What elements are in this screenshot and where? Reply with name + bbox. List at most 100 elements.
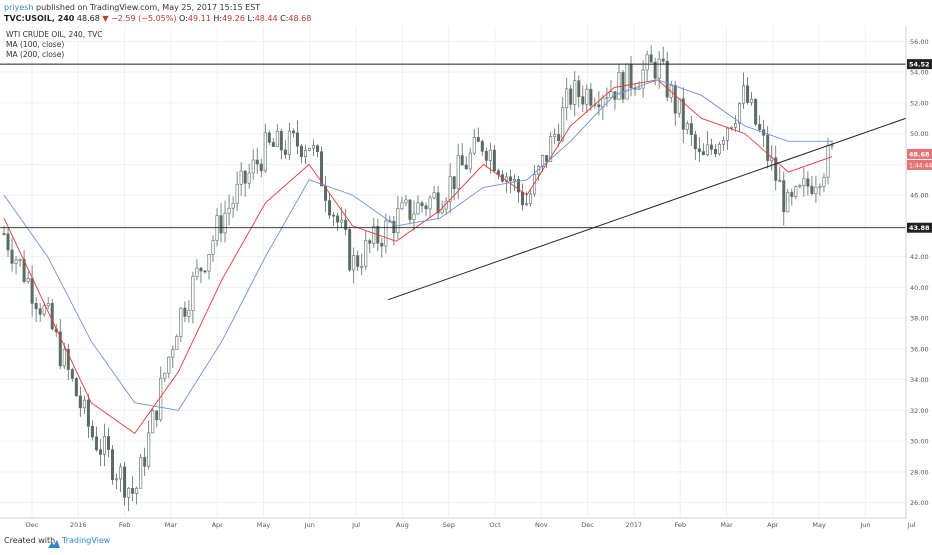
candle-body — [179, 307, 183, 337]
candle-body — [681, 98, 685, 130]
time-tick-label: Jun — [859, 521, 870, 529]
candle-body — [279, 131, 283, 151]
candle-body — [589, 88, 593, 106]
candle-body — [352, 255, 356, 271]
candle-body — [460, 155, 464, 166]
candle-body — [2, 233, 6, 235]
candle-body — [259, 163, 263, 172]
candle-body — [195, 267, 199, 277]
candle-body — [207, 254, 211, 272]
candle-body — [677, 98, 681, 114]
open-label: O: — [179, 14, 188, 23]
author-link[interactable]: priyesh — [4, 3, 34, 12]
candle-body — [730, 126, 734, 129]
price-tick-label: 52.00 — [910, 99, 929, 107]
candle-body — [750, 98, 754, 103]
price-tick-label: 38.00 — [910, 315, 929, 323]
candle-body — [822, 176, 826, 187]
chart-grid — [0, 26, 913, 518]
price-change: ▼ −2.59 (−5.05%) — [102, 14, 177, 23]
candle-body — [187, 310, 191, 317]
price-tick-label: 56.00 — [910, 38, 929, 46]
time-axis[interactable]: Dec 2016 Feb Mar Apr May Jun Jul Aug Sep Oct Nov Dec… — [0, 517, 916, 529]
candle-body — [203, 270, 207, 273]
candle-body — [299, 145, 303, 157]
candle-body — [512, 179, 516, 182]
low-label: L: — [247, 14, 255, 23]
candle-body — [754, 98, 758, 125]
candle-body — [111, 449, 115, 480]
candle-body — [159, 377, 163, 421]
candle-body — [529, 193, 533, 204]
candle-body — [38, 308, 42, 315]
candle-body — [641, 69, 645, 89]
legend-ma100[interactable]: MA (100, close) — [6, 40, 64, 49]
candle-body — [30, 278, 34, 304]
price-tick-label: 40.00 — [910, 284, 929, 292]
candle-body — [46, 303, 50, 307]
candle-body — [78, 395, 82, 409]
time-tick-label: Nov — [535, 521, 548, 529]
candle-body — [557, 134, 561, 142]
time-tick-label: 2016 — [70, 521, 87, 529]
candle-body — [328, 200, 332, 216]
time-tick-label: Jun — [304, 521, 315, 529]
candle-body — [416, 202, 420, 215]
time-tick-label: May — [257, 521, 271, 529]
price-tick-label: 46.00 — [910, 192, 929, 200]
symbol-label[interactable]: TVC:USOIL, 240 — [4, 14, 75, 23]
candle-body — [235, 183, 239, 204]
candle-body — [484, 150, 488, 161]
candle-body — [794, 186, 798, 197]
candle-body — [267, 132, 271, 143]
time-tick-label: Jul — [907, 521, 916, 529]
candle-body — [143, 457, 147, 467]
candle-body — [151, 410, 155, 434]
candle-body — [693, 134, 697, 150]
symbol-line: TVC:USOIL, 240 48.68 ▼ −2.59 (−5.05%) O:… — [4, 13, 311, 24]
price-chart[interactable]: 26.00 28.00 30.00 32.00 34.00 36.00 38.00 40.00… — [0, 26, 932, 532]
candle-body — [283, 149, 287, 155]
price-tick-label: 36.00 — [910, 345, 929, 353]
candle-body — [476, 137, 480, 142]
candle-body — [738, 102, 742, 124]
candle-body — [790, 192, 794, 197]
high-label: H: — [213, 14, 223, 23]
candle-body — [408, 199, 412, 220]
tradingview-link[interactable]: TradingView — [62, 536, 111, 545]
candle-body — [810, 185, 814, 195]
candle-body — [404, 199, 408, 204]
open-value: 49.11 — [187, 14, 211, 23]
footer: Created with TradingView — [0, 532, 932, 550]
candle-body — [617, 72, 621, 100]
chart-title: WTI CRUDE OIL, 240, TVC — [6, 30, 103, 39]
candle-body — [605, 97, 609, 99]
time-tick-label: Feb — [119, 521, 131, 529]
candle-body — [508, 176, 512, 182]
time-tick-label: Apr — [212, 521, 224, 529]
candle-body — [320, 151, 324, 187]
time-tick-label: Jul — [351, 521, 360, 529]
price-axis[interactable]: 26.00 28.00 30.00 32.00 34.00 36.00 38.00 40.00… — [905, 26, 932, 532]
drawn-lines[interactable] — [0, 63, 907, 301]
candle-body — [66, 349, 70, 370]
candle-body — [316, 145, 320, 152]
candle-body — [549, 136, 553, 162]
candle-body — [119, 466, 123, 480]
candle-body — [127, 487, 131, 498]
candle-body — [609, 91, 613, 98]
candle-body — [291, 130, 295, 134]
candle-body — [18, 259, 22, 261]
candle-body — [746, 85, 750, 103]
candle-body — [806, 178, 810, 187]
candle-body — [400, 202, 404, 210]
time-tick-label: Sep — [443, 521, 455, 529]
time-tick-label: Dec — [581, 521, 594, 529]
candle-body — [131, 487, 135, 494]
candle-body — [360, 265, 364, 268]
candle-body — [649, 54, 653, 63]
countdown-badge — [907, 159, 932, 170]
price-tick-label: 54.00 — [910, 69, 929, 77]
candle-body — [585, 88, 589, 105]
legend-ma200[interactable]: MA (200, close) — [6, 50, 64, 59]
